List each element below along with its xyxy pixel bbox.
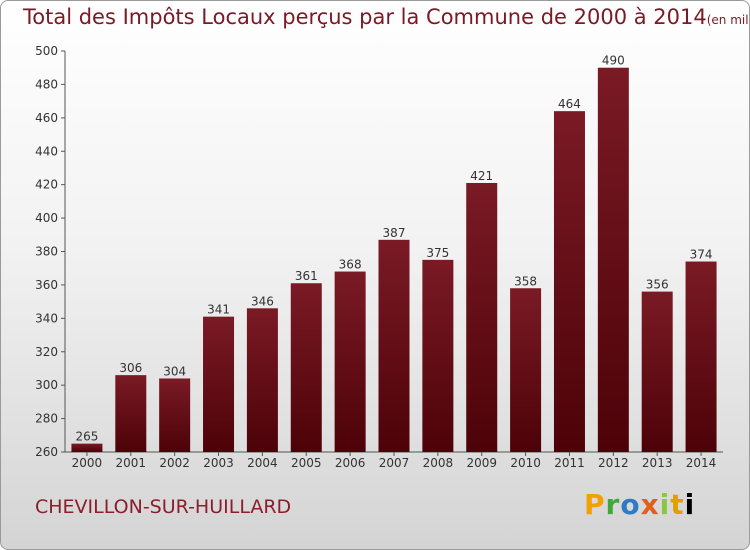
- y-tick-label: 480: [35, 77, 58, 91]
- data-label: 464: [558, 97, 581, 111]
- x-tick-label: 2004: [247, 456, 278, 470]
- x-tick-label: 2014: [686, 456, 717, 470]
- x-tick-label: 2005: [291, 456, 322, 470]
- x-tick-label: 2008: [423, 456, 454, 470]
- bar: [641, 291, 673, 452]
- y-tick-label: 420: [35, 178, 58, 192]
- proxiti-logo: Proxiti: [584, 488, 695, 521]
- x-tick-label: 2013: [642, 456, 673, 470]
- bar: [422, 259, 454, 452]
- bar: [378, 239, 410, 452]
- data-label: 374: [690, 248, 713, 262]
- logo-letter: r: [605, 488, 621, 521]
- data-label: 361: [295, 269, 318, 283]
- logo-letter: i: [684, 488, 696, 521]
- chart-title-text: Total des Impôts Locaux perçus par la Co…: [23, 5, 707, 29]
- data-label: 341: [207, 303, 230, 317]
- bar: [597, 67, 629, 452]
- y-tick-label: 300: [35, 378, 58, 392]
- logo-letter: P: [584, 488, 606, 521]
- bar: [685, 261, 717, 452]
- bar: [290, 283, 322, 452]
- logo-letter: x: [640, 488, 660, 521]
- data-label: 375: [426, 246, 449, 260]
- logo-letter: t: [670, 488, 685, 521]
- x-tick-label: 2002: [159, 456, 190, 470]
- logo-letter: o: [620, 488, 641, 521]
- chart-title: Total des Impôts Locaux perçus par la Co…: [23, 5, 750, 29]
- bar: [71, 443, 103, 452]
- bar: [510, 288, 542, 452]
- x-tick-label: 2012: [598, 456, 629, 470]
- x-tick-label: 2006: [335, 456, 366, 470]
- bar: [159, 378, 191, 452]
- data-label: 346: [251, 294, 274, 308]
- x-tick-label: 2010: [510, 456, 541, 470]
- x-tick-label: 2003: [203, 456, 234, 470]
- y-tick-label: 500: [35, 44, 58, 58]
- y-tick-label: 440: [35, 144, 58, 158]
- bar: [466, 182, 498, 452]
- data-label: 265: [75, 430, 98, 444]
- data-label: 356: [646, 278, 669, 292]
- y-tick-label: 460: [35, 111, 58, 125]
- y-tick-label: 280: [35, 412, 58, 426]
- data-label: 490: [602, 54, 625, 68]
- bar: [115, 375, 147, 452]
- x-tick-label: 2011: [554, 456, 585, 470]
- y-tick-label: 340: [35, 311, 58, 325]
- chart-unit: (en milliers d'€): [706, 13, 750, 27]
- data-label: 304: [163, 364, 186, 378]
- commune-name: CHEVILLON-SUR-HUILLARD: [35, 496, 292, 518]
- y-tick-label: 360: [35, 278, 58, 292]
- data-label: 368: [339, 258, 362, 272]
- bar: [553, 111, 585, 453]
- logo-letter: i: [659, 488, 671, 521]
- x-tick-label: 2000: [72, 456, 103, 470]
- y-tick-label: 400: [35, 211, 58, 225]
- bar: [203, 316, 235, 452]
- y-tick-label: 320: [35, 345, 58, 359]
- x-tick-label: 2007: [379, 456, 410, 470]
- x-tick-label: 2001: [116, 456, 147, 470]
- data-label: 358: [514, 274, 537, 288]
- y-tick-label: 260: [35, 445, 58, 459]
- bar: [246, 308, 278, 452]
- data-label: 306: [119, 361, 142, 375]
- data-label: 421: [470, 169, 493, 183]
- data-label: 387: [383, 226, 406, 240]
- x-tick-label: 2009: [466, 456, 497, 470]
- y-tick-label: 380: [35, 245, 58, 259]
- bar: [334, 271, 366, 452]
